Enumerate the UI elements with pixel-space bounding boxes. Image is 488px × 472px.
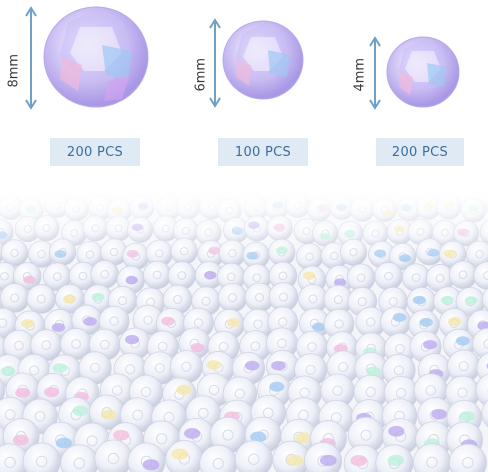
quantity-badge-8mm: 200 PCS	[50, 138, 140, 166]
dimension-label-6mm: 6mm	[193, 57, 209, 92]
bead-6mm-icon	[222, 20, 304, 100]
dimension-label-8mm: 8mm	[6, 53, 22, 88]
dimension-arrow-8mm	[25, 6, 37, 110]
size-group-8mm: 8mm 200 PCS	[0, 0, 170, 170]
bead-pile-image	[0, 190, 488, 472]
dimension-arrow-4mm	[369, 36, 381, 110]
size-group-4mm: 4mm 200 PCS	[340, 0, 488, 170]
dimension-arrow-6mm	[209, 18, 221, 108]
size-comparison-section: 8mm 200 PCS 6mm	[0, 0, 488, 180]
quantity-badge-4mm: 200 PCS	[376, 138, 464, 166]
bead-4mm-icon	[386, 36, 460, 108]
dimension-label-4mm: 4mm	[352, 57, 368, 92]
bead-8mm-icon	[43, 6, 149, 108]
quantity-badge-6mm: 100 PCS	[218, 138, 308, 166]
size-group-6mm: 6mm 100 PCS	[180, 0, 330, 170]
